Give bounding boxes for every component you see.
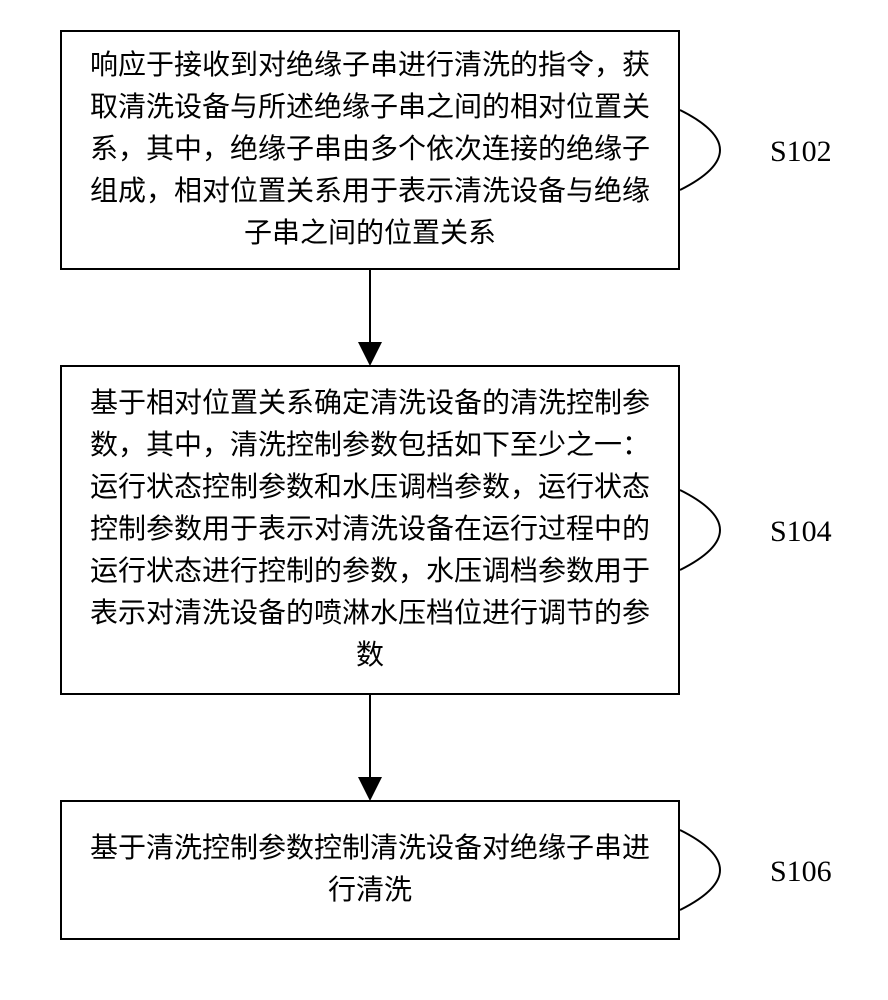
node-label-s106: S106 [770, 855, 832, 889]
node-text: 基于清洗控制参数控制清洗设备对绝缘子串进行清洗 [86, 828, 654, 912]
flowchart-node-s102: 响应于接收到对绝缘子串进行清洗的指令，获取清洗设备与所述绝缘子串之间的相对位置关… [60, 30, 680, 270]
label-curve-s104 [680, 490, 720, 570]
flowchart-node-s104: 基于相对位置关系确定清洗设备的清洗控制参数，其中，清洗控制参数包括如下至少之一：… [60, 365, 680, 695]
node-text: 响应于接收到对绝缘子串进行清洗的指令，获取清洗设备与所述绝缘子串之间的相对位置关… [86, 45, 654, 255]
node-label-s102: S102 [770, 135, 832, 169]
label-curve-s106 [680, 830, 720, 910]
node-text: 基于相对位置关系确定清洗设备的清洗控制参数，其中，清洗控制参数包括如下至少之一：… [86, 383, 654, 677]
flowchart-container: 响应于接收到对绝缘子串进行清洗的指令，获取清洗设备与所述绝缘子串之间的相对位置关… [0, 0, 888, 1000]
node-label-s104: S104 [770, 515, 832, 549]
label-curve-s102 [680, 110, 720, 190]
flowchart-node-s106: 基于清洗控制参数控制清洗设备对绝缘子串进行清洗 [60, 800, 680, 940]
